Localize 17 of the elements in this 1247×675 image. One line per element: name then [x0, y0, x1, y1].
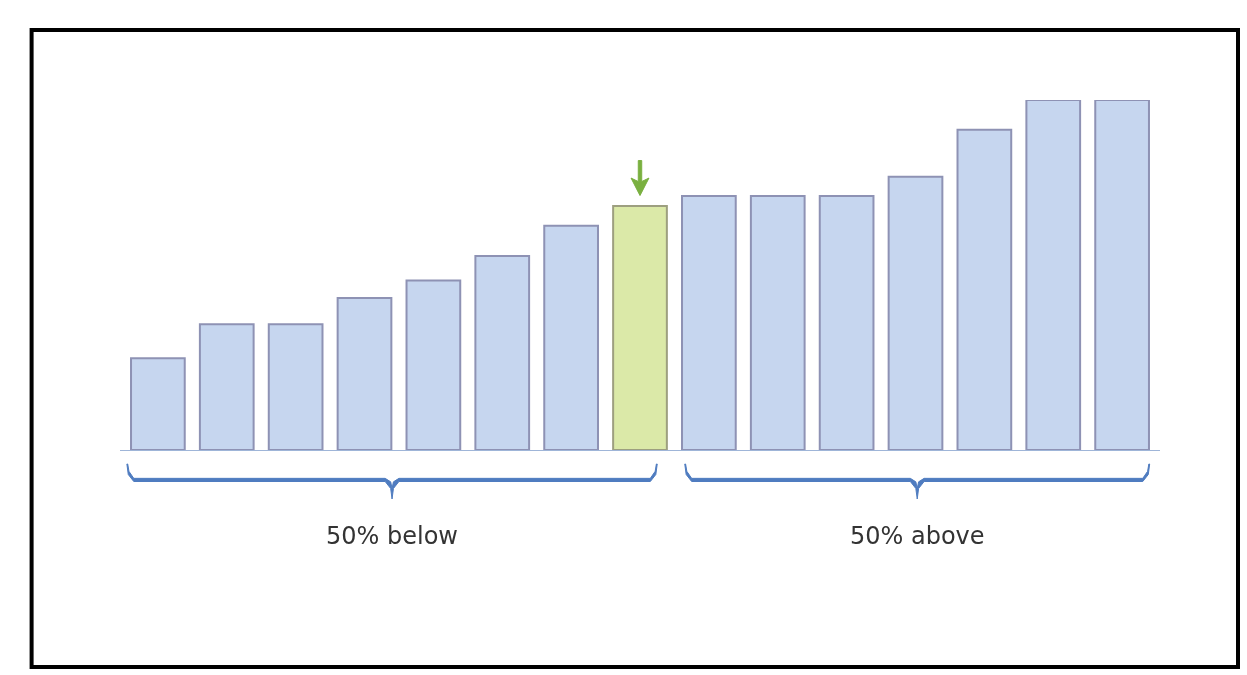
bar — [956, 128, 1013, 450]
bar — [1025, 100, 1082, 450]
bar — [130, 357, 186, 450]
bar — [267, 323, 324, 450]
text: 50% below — [326, 522, 458, 550]
bar — [198, 323, 255, 450]
bar — [818, 194, 875, 450]
bar — [612, 205, 668, 450]
bar — [474, 255, 531, 450]
bar — [405, 279, 462, 450]
text: 50% above — [850, 522, 985, 550]
bar — [887, 175, 944, 450]
bar — [336, 297, 393, 450]
bar — [543, 224, 599, 450]
bar — [681, 194, 737, 450]
bar — [1094, 100, 1150, 450]
bar — [749, 194, 806, 450]
